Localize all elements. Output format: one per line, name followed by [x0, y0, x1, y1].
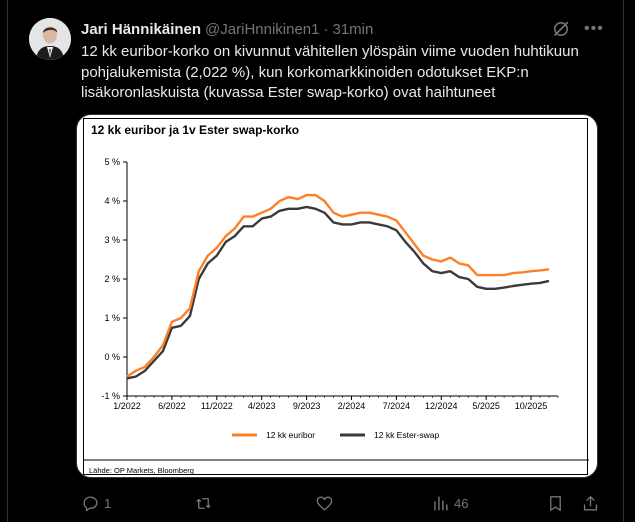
grok-icon[interactable] [551, 19, 571, 39]
series-line-12-kk-ester-swap [126, 205, 550, 380]
legend-label: 12 kk euribor [266, 430, 315, 440]
post-text-line: lisäkoronlaskuista (kuvassa Ester swap-k… [81, 84, 496, 101]
x-tick-label: 5/2025 [472, 401, 500, 411]
more-icon[interactable]: ••• [584, 20, 604, 37]
chart-axes: 5 % 4 % 3 % 2 % 1 % 0 % -1 %1/2022 6/2022 11/202… [101, 157, 559, 411]
line-chart: 12 kk euribor ja 1v Ester swap-korko 5 %… [84, 123, 589, 475]
views-button[interactable]: 46 [431, 492, 468, 514]
chart-series [126, 193, 550, 380]
y-tick-label: 3 % [104, 235, 120, 245]
x-tick-label: 2/2024 [338, 401, 366, 411]
x-tick-label: 4/2023 [248, 401, 276, 411]
repost-button[interactable] [194, 492, 213, 514]
timeline-left-border [7, 0, 8, 522]
post-text-line: 12 kk euribor-korko on kivunnut vähitell… [81, 43, 579, 60]
views-icon [434, 495, 448, 511]
x-tick-label: 7/2024 [383, 401, 411, 411]
post-text-line: pohjalukemista (2,022 %), kun korkomarkk… [81, 63, 529, 81]
post-text: 12 kk euribor-korko on kivunnut vähitell… [81, 42, 611, 104]
views-count: 46 [454, 495, 469, 511]
y-tick-label: 2 % [104, 274, 120, 284]
x-tick-label: 6/2022 [158, 401, 186, 411]
legend-label: 12 kk Ester-swap [374, 430, 439, 440]
x-tick-label: 1/2022 [113, 401, 141, 411]
reply-count: 1 [104, 495, 112, 511]
x-tick-label: 12/2024 [425, 401, 458, 411]
bookmark-button[interactable] [546, 492, 565, 514]
author-name[interactable]: Jari Hännikäinen [81, 20, 202, 38]
avatar-portrait [29, 18, 71, 60]
share-icon [583, 495, 598, 511]
reply-icon [83, 495, 98, 511]
author-handle[interactable]: @JariHnnikinen1 [205, 20, 320, 38]
x-tick-label: 10/2025 [515, 401, 548, 411]
y-tick-label: 5 % [104, 157, 120, 167]
chart-frame: 12 kk euribor ja 1v Ester swap-korko 5 %… [83, 118, 589, 475]
x-tick-label: 9/2023 [293, 401, 321, 411]
reply-button[interactable]: 1 [81, 492, 111, 514]
like-icon [316, 495, 333, 511]
chart-title: 12 kk euribor ja 1v Ester swap-korko [91, 123, 299, 137]
y-tick-label: 4 % [104, 196, 120, 206]
y-tick-label: -1 % [101, 391, 120, 401]
timeline-right-border [623, 0, 624, 522]
post-header: Jari Hännikäinen @JariHnnikinen1 · 31min [81, 18, 373, 40]
action-bar: 1 46 [81, 492, 604, 514]
chart-source: Lähde: OP Markets, Bloomberg [89, 466, 194, 475]
x-tick-label: 11/2022 [201, 401, 233, 411]
y-tick-label: 0 % [104, 352, 120, 362]
repost-icon [196, 497, 211, 509]
avatar[interactable] [29, 18, 71, 60]
post-image[interactable]: 12 kk euribor ja 1v Ester swap-korko 5 %… [76, 114, 598, 478]
series-line-12-kk-euribor [126, 193, 550, 378]
y-tick-label: 1 % [104, 313, 120, 323]
post-time[interactable]: 31min [332, 20, 374, 38]
chart-legend: 12 kk euribor 12 kk Ester-swap [84, 430, 589, 461]
separator-dot: · [323, 20, 329, 38]
bookmark-icon [550, 495, 561, 511]
share-button[interactable] [581, 492, 600, 514]
like-button[interactable] [315, 492, 334, 514]
